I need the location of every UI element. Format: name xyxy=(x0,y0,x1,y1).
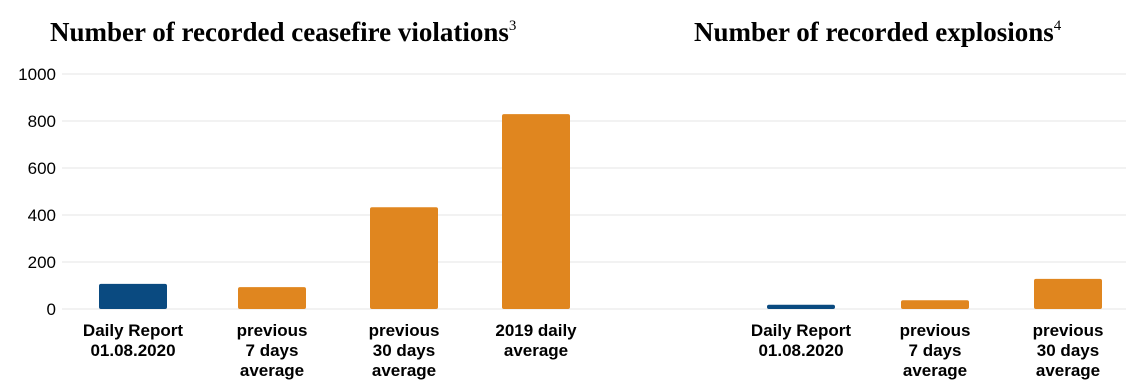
y-tick-label: 0 xyxy=(47,300,56,319)
axis-labels: 0 200 400 600 800 1000 Daily Report 01.08.2020 p… xyxy=(18,65,1103,380)
chart-2-title: Number of recorded explosions4 xyxy=(694,17,1062,47)
chart-2-title-superscript: 4 xyxy=(1054,18,1062,34)
chart-2-x-tick-label-1: Daily Report 01.08.2020 xyxy=(751,321,851,360)
chart-1-x-tick-label-1: Daily Report 01.08.2020 xyxy=(83,321,183,360)
chart-1-bar-4 xyxy=(502,114,570,309)
chart-1-x-tick-label-3: previous 30 days average xyxy=(369,321,440,380)
y-tick-label: 600 xyxy=(28,159,56,178)
bars xyxy=(99,114,1102,309)
chart-2-bar-2 xyxy=(901,300,969,309)
chart-1-bar-3 xyxy=(370,207,438,309)
chart-1-title-superscript: 3 xyxy=(509,18,517,34)
y-tick-label: 1000 xyxy=(18,65,56,84)
chart-1-bar-1 xyxy=(99,283,167,309)
chart-2-bar-1 xyxy=(767,304,835,309)
chart-2-x-tick-label-3: previous 30 days average xyxy=(1033,321,1104,380)
y-tick-label: 400 xyxy=(28,206,56,225)
chart-2-x-tick-label-2: previous 7 days average xyxy=(900,321,971,380)
chart-1-x-tick-label-2: previous 7 days average xyxy=(237,321,308,380)
y-tick-label: 800 xyxy=(28,112,56,131)
chart-1-title: Number of recorded ceasefire violations3 xyxy=(50,17,516,47)
chart-1-bar-2 xyxy=(238,287,306,309)
gridlines xyxy=(62,73,1126,310)
chart-2-bar-3 xyxy=(1034,278,1102,309)
y-tick-label: 200 xyxy=(28,253,56,272)
chart-1-x-tick-label-4: 2019 daily average xyxy=(495,321,577,360)
